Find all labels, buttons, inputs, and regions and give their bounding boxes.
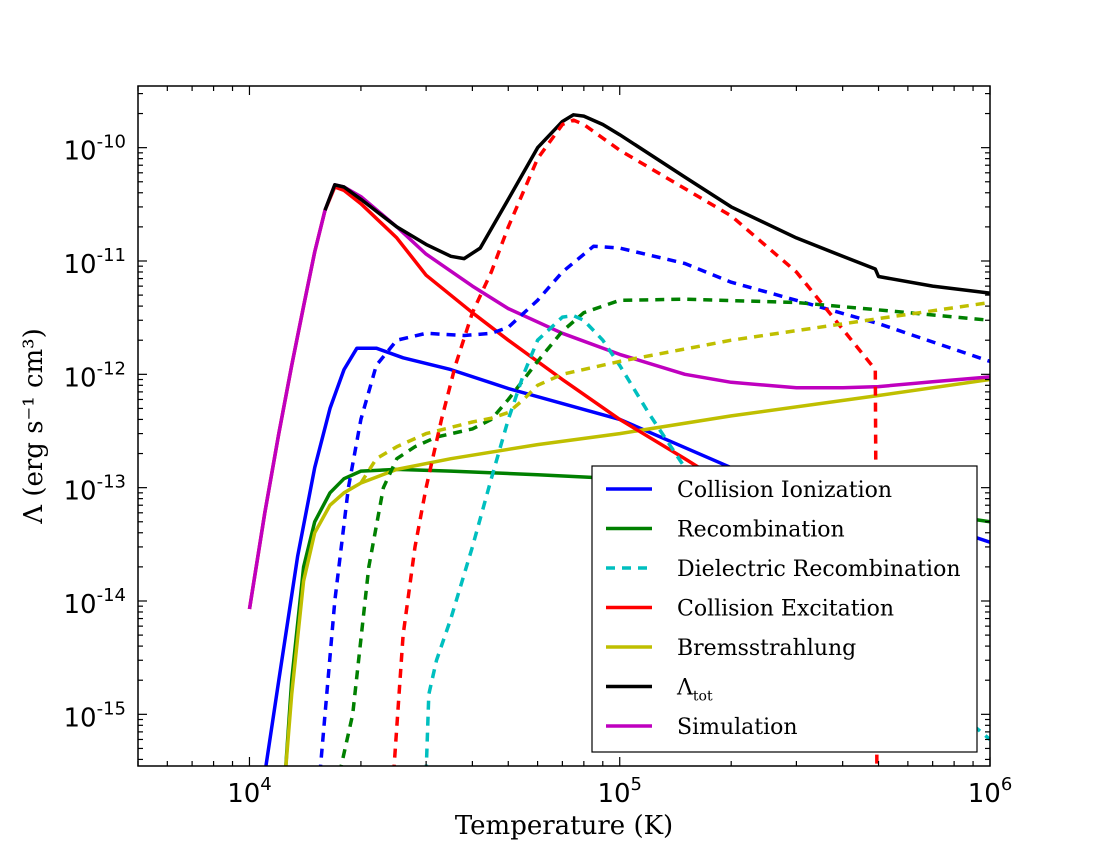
x-tick-label: 104 (227, 774, 272, 809)
ticks-layer (137, 86, 991, 766)
legend-box (591, 465, 978, 753)
y-tick-label-base: 10 (64, 477, 97, 507)
series-line-bremsstrahlung (284, 377, 990, 766)
series-line-collision-excitation-dashed (392, 118, 879, 766)
y-tick-label-base: 10 (64, 363, 97, 393)
y-tick-label-exponent: -10 (97, 132, 126, 153)
legend-label-text: Simulation (677, 715, 798, 740)
y-tick-label-exponent: -13 (97, 472, 126, 493)
legend-label-recombination: Recombination (677, 518, 845, 543)
x-tick-label-exponent: 6 (1001, 774, 1012, 795)
legend-label-simulation: Simulation (677, 715, 798, 740)
y-tick-label-exponent: -11 (97, 245, 126, 266)
y-tick-label: 10-13 (64, 472, 127, 507)
legend: Collision Ionization Recombination Dielect… (591, 465, 978, 753)
legend-label-tot: Λtot (676, 676, 713, 705)
x-tick-label-base: 10 (597, 779, 630, 809)
x-axis-label: Temperature (K) (455, 811, 673, 841)
legend-label-dielectric-recombination: Dielectric Recombination (677, 557, 961, 582)
series-line-recombination-dashed (339, 297, 990, 766)
y-tick-label: 10-11 (64, 245, 127, 280)
y-tick-label-base: 10 (64, 137, 97, 167)
y-tick-label-exponent: -14 (97, 585, 126, 606)
legend-label-text: Collision Ionization (677, 478, 892, 503)
x-tick-label: 106 (968, 774, 1013, 809)
y-tick-label-base: 10 (64, 590, 97, 620)
y-tick-label: 10-14 (64, 585, 127, 620)
y-tick-label-base: 10 (64, 250, 97, 280)
y-tick-label-exponent: -12 (97, 358, 126, 379)
series-line-dielectric-recombination-dashed (424, 313, 733, 766)
y-tick-label: 10-10 (64, 132, 127, 167)
series-line-bremsstrahlung-dashed (359, 300, 990, 484)
x-tick-label-base: 10 (968, 779, 1001, 809)
y-axis-label: Λ (erg s⁻¹ cm³) (19, 328, 49, 524)
x-tick-label: 105 (597, 774, 642, 809)
y-tick-label-base: 10 (64, 703, 97, 733)
legend-label-text: Recombination (677, 518, 845, 543)
legend-label-collision-ionization: Collision Ionization (677, 478, 892, 503)
legend-label-text: Collision Excitation (677, 597, 894, 622)
y-tick-label-exponent: -15 (97, 698, 126, 719)
y-tick-label: 10-15 (64, 698, 127, 733)
series-line-collision-ionization (264, 346, 990, 766)
x-tick-label-exponent: 4 (260, 774, 271, 795)
y-tick-label: 10-12 (64, 358, 127, 393)
x-tick-label-exponent: 5 (631, 774, 642, 795)
legend-label-text: Λ (676, 676, 694, 701)
legend-label-bremsstrahlung: Bremsstrahlung (677, 636, 856, 661)
series-line-collision-ionization-dashed (318, 244, 990, 766)
legend-label-subscript: tot (693, 689, 713, 705)
legend-label-collision-excitation: Collision Excitation (677, 597, 894, 622)
legend-label-text: Bremsstrahlung (677, 636, 856, 661)
x-tick-label-base: 10 (227, 779, 260, 809)
series-layer (247, 113, 990, 766)
series-line-tot (323, 113, 990, 295)
series-line-simulation (247, 183, 990, 610)
plot-frame (137, 85, 991, 767)
legend-label-text: Dielectric Recombination (677, 557, 961, 582)
